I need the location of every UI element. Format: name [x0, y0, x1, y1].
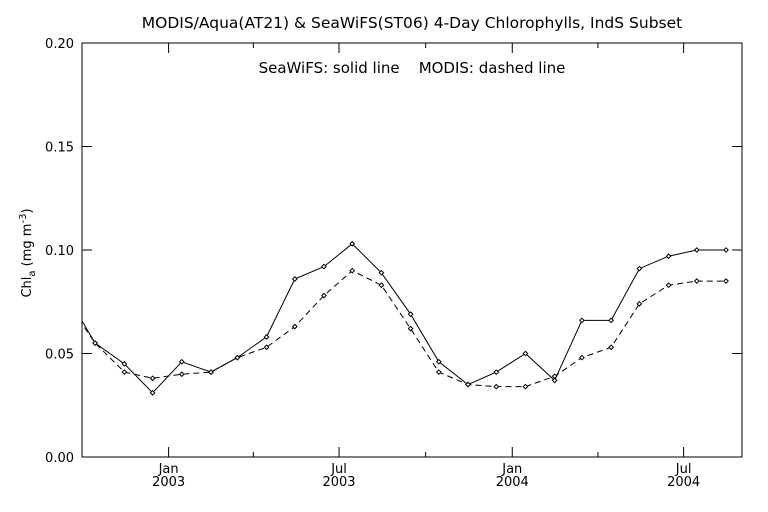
seawifs-series	[7, 240, 729, 396]
modis-point	[178, 371, 185, 378]
modis-point	[234, 354, 241, 361]
seawifs-point	[522, 350, 529, 357]
y-tick-label: 0.10	[45, 244, 74, 259]
modis-line	[82, 270, 726, 388]
modis-series	[7, 267, 729, 390]
x-tick-label-month: Jan	[501, 462, 522, 477]
modis-point	[121, 369, 128, 376]
series-style-annotation: SeaWiFS: solid line MODIS: dashed line	[259, 59, 566, 77]
y-axis: 0.00 0.05 0.10 0.15 0.20	[45, 37, 742, 466]
modis-point	[608, 344, 615, 351]
y-axis-label-main: Chl	[20, 277, 35, 298]
modis-point	[693, 278, 700, 284]
seawifs-point	[608, 317, 615, 324]
x-tick-label-year: 2004	[667, 475, 700, 490]
seawifs-point	[36, 266, 40, 270]
x-tick-label-year: 2004	[496, 475, 529, 490]
seawifs-point	[435, 358, 442, 365]
x-tick-label-year: 2003	[322, 475, 355, 490]
modis-point	[723, 278, 729, 284]
seawifs-point	[321, 263, 327, 270]
modis-point	[579, 354, 585, 361]
modis-point	[636, 300, 643, 307]
modis-point	[149, 375, 156, 382]
seawifs-point	[263, 334, 270, 340]
modis-point	[291, 323, 298, 330]
seawifs-line	[82, 243, 726, 394]
seawifs-point	[493, 369, 500, 376]
x-tick-label-month: Jan	[158, 462, 179, 477]
seawifs-point	[121, 360, 128, 367]
seawifs-point	[178, 358, 185, 365]
seawifs-point	[723, 247, 729, 253]
y-tick-label: 0.05	[45, 348, 74, 363]
chart-title: MODIS/Aqua(AT21) & SeaWiFS(ST06) 4-Day C…	[142, 14, 682, 32]
modis-point	[522, 383, 529, 390]
modis-point	[493, 383, 500, 390]
modis-point	[65, 300, 69, 304]
y-tick-label: 0.15	[45, 141, 74, 156]
seawifs-point	[665, 253, 672, 260]
seawifs-point	[149, 389, 156, 396]
seawifs-point	[349, 240, 356, 247]
modis-point	[465, 381, 471, 388]
seawifs-point	[291, 276, 298, 282]
y-axis-label: Chla (mg m-3)	[18, 208, 38, 297]
modis-point	[435, 369, 442, 376]
y-tick-label: 0.00	[45, 451, 74, 466]
y-axis-label-close: )	[20, 208, 35, 213]
seawifs-point	[407, 311, 414, 318]
plot-frame	[81, 42, 743, 458]
y-axis-label-exponent: -3	[18, 214, 29, 224]
x-tick-label-year: 2003	[152, 475, 185, 490]
x-tick-label-month: Jul	[330, 462, 347, 477]
modis-point	[92, 340, 99, 347]
seawifs-point	[693, 247, 700, 253]
y-axis-label-unit: (mg m	[20, 224, 35, 271]
seawifs-point	[65, 293, 69, 297]
modis-point	[208, 369, 214, 376]
modis-point	[407, 325, 414, 332]
modis-point	[7, 304, 11, 308]
seawifs-point	[7, 269, 11, 273]
series-layer	[7, 240, 729, 396]
seawifs-point	[636, 265, 643, 272]
modis-point	[349, 267, 356, 274]
modis-point	[665, 282, 672, 289]
modis-point	[263, 344, 270, 351]
seawifs-point	[378, 269, 385, 276]
seawifs-point	[551, 377, 558, 384]
modis-point	[378, 282, 385, 289]
modis-point	[321, 292, 327, 299]
modis-point	[551, 373, 558, 380]
y-tick-label: 0.20	[45, 37, 74, 52]
y-axis-label-subscript: a	[27, 270, 38, 276]
seawifs-point	[579, 317, 585, 324]
x-tick-label-month: Jul	[675, 462, 692, 477]
